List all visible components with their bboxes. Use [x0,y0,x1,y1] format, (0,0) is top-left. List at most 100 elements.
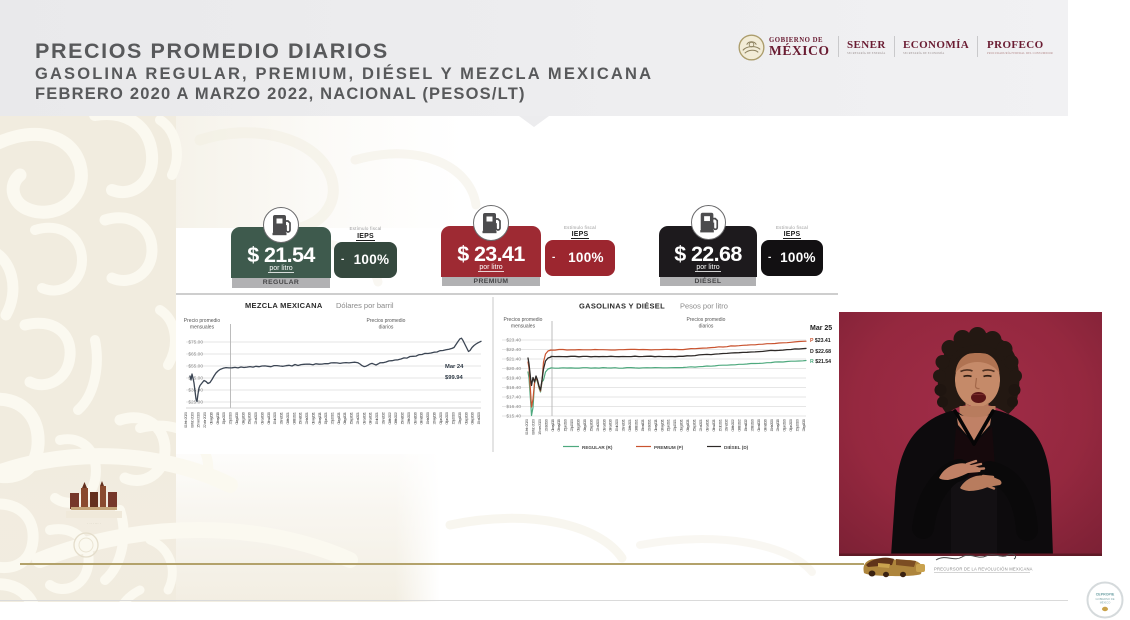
svg-text:15 dic 2021: 15 dic 2021 [717,418,722,431]
svg-text:15 dic 2020: 15 dic 2020 [272,411,277,424]
svg-text:15 jun 2020: 15 jun 2020 [563,418,568,431]
svg-text:08 ago 2021: 08 ago 2021 [685,418,690,431]
svg-text:22 ene 2022: 22 ene 2022 [381,411,386,424]
svg-text:01 nov 2021: 01 nov 2021 [704,418,709,431]
svg-text:Precios promedio: Precios promedio [504,317,543,323]
svg-text:PRECURSOR DE LA REVOLUCIÓN MEX: PRECURSOR DE LA REVOLUCIÓN MEXICANA [934,567,1033,572]
svg-text:01 feb 2021: 01 feb 2021 [285,411,290,424]
svg-text:08 nov 2021: 08 nov 2021 [368,411,373,424]
svg-text:01 ago 2020: 01 ago 2020 [576,418,581,431]
svg-text:diarios: diarios [379,325,394,331]
svg-text:08 nov 2020: 08 nov 2020 [608,418,613,431]
svg-text:15 sep 2021: 15 sep 2021 [349,411,354,424]
svg-text:mensuales: mensuales [190,325,215,331]
svg-text:$16.40: $16.40 [506,404,521,410]
svg-text:· ·· · ··· ·: · ·· · ··· · [87,522,101,526]
svg-text:01 mar 2020: 01 mar 2020 [756,418,761,431]
svg-text:01 ago 2021: 01 ago 2021 [336,411,341,424]
svg-text:22 may 2020: 22 may 2020 [431,411,436,424]
svg-text:$65.00: $65.00 [188,352,203,358]
svg-text:01 may 2020: 01 may 2020 [209,411,214,424]
svg-text:$45.00: $45.00 [188,376,203,382]
svg-text:D $22.68: D $22.68 [810,349,831,355]
svg-text:01 may 2021: 01 may 2021 [310,411,315,424]
svg-text:08 feb 2021: 08 feb 2021 [291,411,296,424]
svg-text:22 feb 2020: 22 feb 2020 [750,418,755,431]
svg-text:mensuales: mensuales [511,324,536,330]
svg-text:22 ago 2020: 22 ago 2020 [457,411,462,424]
svg-text:08 jun 2020: 08 jun 2020 [788,418,793,431]
svg-text:diarios: diarios [699,324,714,330]
svg-text:22 ene 2021: 22 ene 2021 [621,418,626,431]
svg-text:08 feb 2022: 08 feb 2022 [393,411,398,424]
svg-text:01 ago 2021: 01 ago 2021 [679,418,684,431]
svg-text:08 feb 2021: 08 feb 2021 [634,418,639,431]
svg-text:01 feb 2022: 01 feb 2022 [730,418,735,431]
svg-text:08 feb 2020: 08 feb 2020 [189,411,194,428]
svg-text:08 may 2021: 08 may 2021 [659,418,664,431]
svg-text:15 jun 2021: 15 jun 2021 [666,418,671,431]
svg-text:$75.00: $75.00 [188,340,203,346]
svg-text:$23.40: $23.40 [506,338,521,344]
svg-text:15 mar 2021: 15 mar 2021 [298,411,303,424]
svg-text:01 nov 2021: 01 nov 2021 [361,411,366,424]
svg-text:15 abr 2020: 15 abr 2020 [769,418,774,431]
svg-text:08 sep 2020: 08 sep 2020 [470,411,475,424]
svg-text:$15.40: $15.40 [506,414,521,420]
svg-text:15 sep 2020: 15 sep 2020 [588,418,593,431]
svg-text:$55.00: $55.00 [188,364,203,370]
svg-text:CEPROPIE: CEPROPIE [1096,593,1115,597]
svg-text:01 ago 2020: 01 ago 2020 [234,411,239,424]
svg-text:15 sep 2020: 15 sep 2020 [247,411,252,424]
svg-text:22 feb 2020: 22 feb 2020 [406,411,411,424]
svg-text:Precios promedio: Precios promedio [687,317,726,323]
svg-text:15 jun 2021: 15 jun 2021 [323,411,328,424]
svg-text:15 mar 2021: 15 mar 2021 [640,418,645,431]
svg-text:01 jun 2020: 01 jun 2020 [782,418,787,431]
svg-text:22 ene 2021: 22 ene 2021 [279,411,284,424]
svg-text:08 feb 2020: 08 feb 2020 [530,418,535,435]
svg-text:$35.00: $35.00 [188,388,203,394]
svg-text:08 may 2021: 08 may 2021 [317,411,322,424]
svg-text:01 sep 2020: 01 sep 2020 [463,411,468,424]
svg-text:01 feb 2020: 01 feb 2020 [183,411,188,428]
svg-text:08 nov 2020: 08 nov 2020 [266,411,271,424]
svg-text:08 nov 2021: 08 nov 2021 [711,418,716,431]
svg-text:22 oct 2020: 22 oct 2020 [595,418,600,431]
svg-text:01 jun 2020: 01 jun 2020 [438,411,443,424]
svg-text:15 sep 2021: 15 sep 2021 [692,418,697,431]
svg-text:P $23.41: P $23.41 [810,338,831,344]
svg-text:PREMIUM (P): PREMIUM (P) [654,445,684,450]
svg-text:DIÉSEL (D): DIÉSEL (D) [724,443,749,450]
svg-text:GOBIERNO DE: GOBIERNO DE [1096,597,1115,601]
svg-text:15 abr 2020: 15 abr 2020 [425,411,430,424]
svg-text:22 jul 2020: 22 jul 2020 [569,418,574,431]
svg-text:22 oct 2020: 22 oct 2020 [253,411,258,424]
svg-text:Precio promedio: Precio promedio [184,318,221,324]
svg-text:Pesos por litro: Pesos por litro [680,302,728,311]
svg-text:GASOLINAS Y DIÉSEL: GASOLINAS Y DIÉSEL [579,302,665,311]
svg-text:R $21.54: R $21.54 [810,359,831,365]
svg-text:$17.40: $17.40 [506,395,521,401]
svg-text:15 jun 2020: 15 jun 2020 [221,411,226,424]
svg-text:22 jul 2020: 22 jul 2020 [228,411,233,424]
svg-text:08 mar 2020: 08 mar 2020 [419,411,424,424]
svg-text:MÉXICO: MÉXICO [1100,600,1111,605]
svg-text:01 feb 2020: 01 feb 2020 [524,418,529,435]
svg-text:01 may 2020: 01 may 2020 [550,418,555,431]
svg-text:15 dic 2020: 15 dic 2020 [614,418,619,431]
svg-text:22 oct 2021: 22 oct 2021 [355,411,360,424]
svg-text:22 may 2020: 22 may 2020 [775,418,780,431]
svg-text:01 nov 2020: 01 nov 2020 [601,418,606,431]
svg-text:08 mar 2020: 08 mar 2020 [762,418,767,431]
svg-text:22 ene 2022: 22 ene 2022 [724,418,729,431]
svg-text:$21.40: $21.40 [506,357,521,363]
svg-text:15 dic 2021: 15 dic 2021 [374,411,379,424]
svg-text:08 ago 2020: 08 ago 2020 [582,418,587,431]
svg-text:15 mar 2020: 15 mar 2020 [196,411,201,428]
svg-text:22 ago 2020: 22 ago 2020 [801,418,806,431]
svg-text:Mar 25: Mar 25 [810,325,832,332]
svg-text:$99.94: $99.94 [445,375,464,381]
svg-text:08 may 2020: 08 may 2020 [556,418,561,431]
svg-text:08 may 2020: 08 may 2020 [215,411,220,424]
